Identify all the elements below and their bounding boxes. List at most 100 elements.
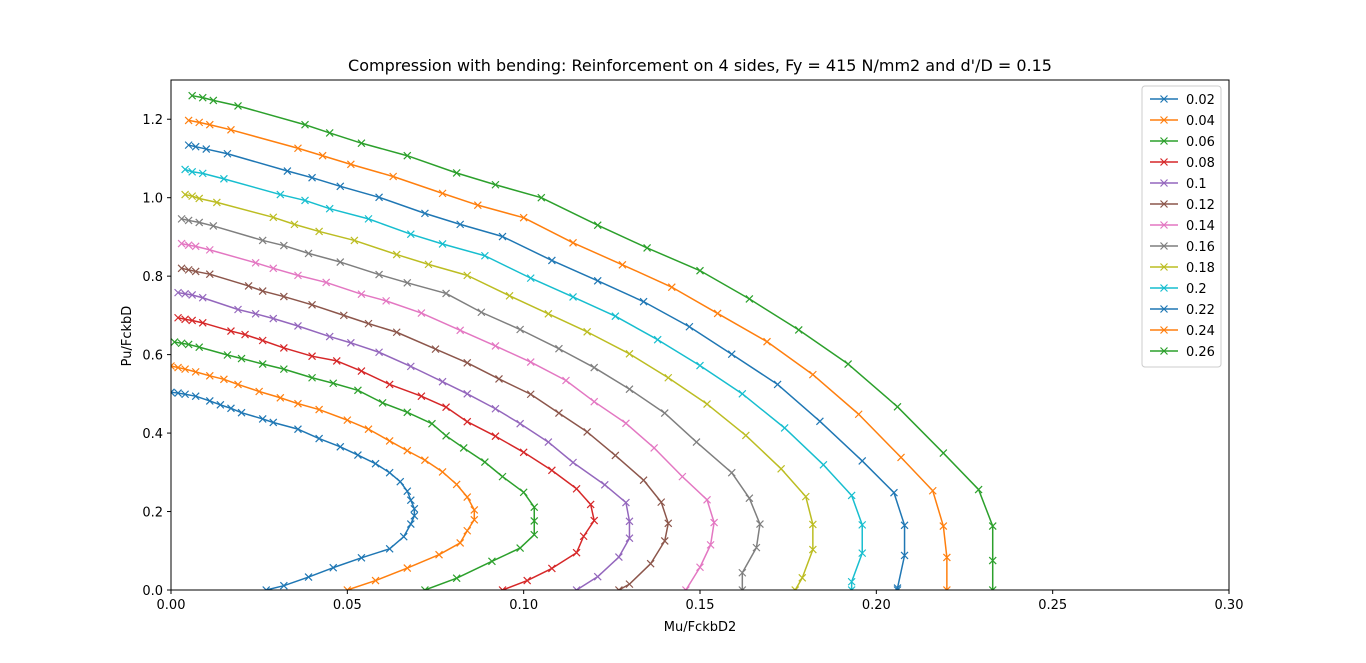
- data-point-marker: [643, 243, 652, 252]
- series-0.06: [171, 338, 539, 590]
- data-point-marker: [942, 553, 951, 562]
- data-point-marker: [844, 360, 853, 368]
- legend: 0.02 0.04 0.06 0.08 0.1 0.12 0.14 0.16 0.18 0.2 0.…: [1141, 85, 1222, 368]
- data-point-marker: [181, 165, 190, 174]
- data-point-marker: [191, 367, 200, 376]
- data-point-marker: [237, 408, 246, 417]
- data-point-marker: [463, 389, 472, 398]
- data-point-marker: [294, 144, 302, 153]
- data-point-marker: [308, 352, 316, 361]
- data-point-marker: [526, 358, 535, 366]
- legend-swatch-marker: [1160, 284, 1168, 292]
- data-point-marker: [681, 586, 690, 590]
- data-point-marker: [198, 293, 207, 302]
- data-point-marker: [171, 338, 179, 346]
- data-point-marker: [586, 500, 595, 509]
- data-point-marker: [625, 580, 634, 589]
- data-point-marker: [713, 309, 722, 318]
- data-point-marker: [403, 446, 412, 455]
- data-point-marker: [519, 448, 528, 457]
- data-point-marker: [403, 278, 412, 287]
- legend-label: 0.06: [1186, 135, 1215, 150]
- y-tick-label: 0.0: [142, 584, 163, 599]
- data-point-marker: [258, 415, 267, 423]
- data-point-marker: [710, 518, 719, 527]
- legend-label: 0.02: [1186, 93, 1215, 108]
- data-point-marker: [227, 125, 235, 134]
- legend-swatch-marker: [1160, 200, 1168, 208]
- series-0.02: [171, 388, 419, 590]
- data-point-marker: [752, 543, 761, 552]
- data-point-marker: [234, 380, 242, 389]
- data-point-marker: [339, 311, 348, 320]
- data-point-marker: [526, 274, 535, 283]
- data-point-marker: [660, 409, 669, 417]
- data-point-marker: [174, 288, 182, 297]
- data-point-marker: [308, 373, 316, 382]
- data-point-marker: [523, 576, 532, 585]
- data-point-marker: [516, 325, 525, 334]
- data-point-marker: [406, 362, 415, 371]
- data-point-marker: [625, 349, 634, 358]
- data-point-marker: [251, 309, 260, 318]
- data-point-marker: [452, 169, 461, 177]
- legend-label: 0.2: [1186, 282, 1207, 297]
- data-point-marker: [350, 236, 359, 245]
- data-point-marker: [357, 290, 366, 299]
- data-point-marker: [177, 214, 186, 223]
- data-point-marker: [343, 416, 352, 425]
- data-point-marker: [942, 586, 951, 590]
- data-point-marker: [452, 480, 461, 489]
- data-point-marker: [815, 417, 824, 426]
- data-point-marker: [417, 309, 426, 317]
- data-point-marker: [195, 218, 204, 227]
- data-point-marker: [258, 360, 267, 368]
- series-0.04: [171, 362, 479, 590]
- data-point-marker: [530, 503, 539, 512]
- data-point-marker: [988, 586, 997, 590]
- data-point-marker: [188, 91, 197, 100]
- data-point-marker: [385, 544, 394, 553]
- data-point-marker: [590, 397, 599, 406]
- data-point-marker: [847, 577, 856, 586]
- data-point-marker: [181, 289, 190, 298]
- legend-item-0.04: 0.04: [1150, 114, 1215, 129]
- data-point-marker: [385, 380, 394, 389]
- data-point-marker: [403, 487, 412, 496]
- data-point-marker: [346, 160, 355, 169]
- data-point-marker: [477, 308, 486, 317]
- data-point-marker: [706, 540, 715, 549]
- data-point-marker: [579, 532, 588, 541]
- data-point-marker: [276, 190, 285, 199]
- x-tick-label: 0.25: [1038, 598, 1067, 613]
- data-point-marker: [420, 456, 429, 465]
- data-point-marker: [184, 265, 193, 274]
- legend-label: 0.04: [1186, 114, 1215, 129]
- data-point-marker: [279, 581, 288, 590]
- series-0.14: [177, 239, 719, 590]
- data-point-marker: [188, 291, 197, 299]
- data-point-marker: [371, 459, 380, 468]
- data-point-marker: [177, 239, 186, 248]
- data-point-marker: [406, 230, 415, 239]
- legend-swatch-marker: [1160, 116, 1168, 124]
- legend-label: 0.14: [1186, 219, 1215, 234]
- data-point-marker: [315, 227, 324, 236]
- legend-item-0.1: 0.1: [1150, 177, 1207, 192]
- data-point-marker: [315, 405, 324, 414]
- data-point-marker: [237, 354, 246, 363]
- series-0.24: [184, 116, 951, 590]
- data-point-marker: [304, 249, 313, 258]
- data-point-marker: [209, 222, 218, 230]
- data-point-marker: [572, 586, 581, 590]
- data-point-marker: [491, 180, 500, 189]
- data-point-marker: [537, 193, 546, 202]
- y-axis-label: Pu/FckbD: [120, 306, 135, 367]
- x-tick-label: 0.15: [686, 598, 715, 613]
- legend-item-0.06: 0.06: [1150, 135, 1215, 150]
- data-point-marker: [336, 442, 345, 451]
- data-point-marker: [428, 419, 436, 428]
- chart-title: Compression with bending: Reinforcement …: [348, 56, 1052, 75]
- legend-item-0.24: 0.24: [1150, 324, 1215, 339]
